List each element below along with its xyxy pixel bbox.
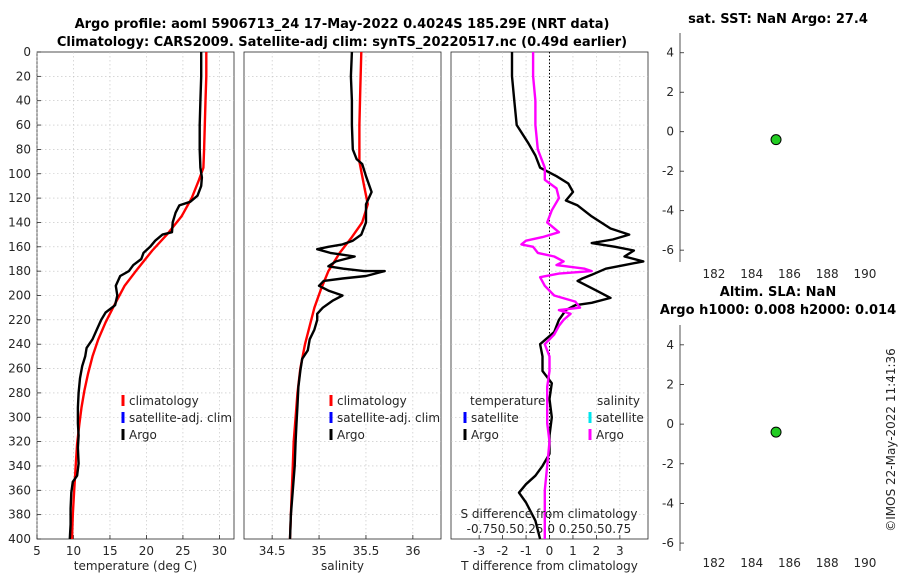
imos-watermark: ©IMOS 22-May-2022 11:41:36 [884,348,898,532]
sla-xtick-label: 186 [778,556,801,570]
salinity-legend-item: climatology [337,394,407,408]
difference-legend-title-temperature: temperature [470,394,545,408]
sst-argo-point [770,134,782,146]
temperature-xtick-label: 20 [139,544,154,558]
temperature-ytick-label: 0 [23,45,31,59]
temperature-legend-item: satellite-adj. clim [129,411,232,425]
salinity-series-argo [288,51,386,540]
salinity-xtick-label: 34.5 [259,544,286,558]
temperature-ytick-label: 100 [8,167,31,181]
salinity-xlabel: salinity [321,559,364,573]
difference-xtick-label: -2 [497,544,509,558]
difference-xlabel: T difference from climatology [460,559,638,573]
temperature-ytick-label: 240 [8,337,31,351]
sla-plot-area [680,325,880,551]
sla-xtick-label: 184 [740,556,763,570]
difference-salinity-legend-item: Argo [596,428,624,442]
sla-ytick-label: -6 [662,536,674,550]
difference-salinity-legend-item: satellite [596,411,644,425]
temperature-legend-item: Argo [129,428,157,442]
sla-ytick-label: 2 [666,377,674,391]
sla-xtick-label: 182 [703,556,726,570]
temperature-ytick-label: 380 [8,508,31,522]
difference-xtick-label: -3 [473,544,485,558]
salinity-series-climatology [288,51,369,540]
difference-xtick-label: -1 [520,544,532,558]
difference-temperature-legend-item: satellite [471,411,519,425]
salinity-xtick-label: 36 [405,544,420,558]
salinity-panel: 34.5 35 35.5 36 salinity climatology satellite… [243,51,442,573]
temperature-ytick-label: 200 [8,289,31,303]
sla-title-line2: Argo h1000: 0.008 h2000: 0.014 [660,303,896,318]
salinity-legend-item: Argo [337,428,365,442]
sst-plot-area [680,33,880,262]
sla-xtick-label: 188 [816,556,839,570]
difference-series-s-argo [520,52,593,539]
temperature-ytick-label: 320 [8,435,31,449]
sst-xtick-label: 184 [740,267,763,281]
temperature-ytick-label: 400 [8,532,31,546]
sst-panel: 4 2 0 -2 -4 -6 182 184 186 188 190 [662,33,880,281]
sla-ytick-label: 4 [666,338,674,352]
sst-title: sat. SST: NaN Argo: 27.4 [688,12,868,27]
temperature-ytick-label: 180 [8,264,31,278]
difference-top-axis-label: S difference from climatology [461,507,638,521]
sla-xtick-label: 190 [853,556,876,570]
sst-ytick-label: -2 [662,164,674,178]
difference-temperature-legend-item: Argo [471,428,499,442]
sla-ytick-label: -4 [662,496,674,510]
temperature-ytick-label: 340 [8,459,31,473]
sst-xtick-label: 188 [816,267,839,281]
difference-legend-title-salinity: salinity [597,394,640,408]
difference-top-axis-ticks: -0.750.50.25 0 0.250.50.75 [467,522,632,536]
temperature-ytick-label: 300 [8,410,31,424]
temperature-ytick-label: 80 [16,142,31,156]
temperature-series-argo [68,52,204,540]
figure-title-line1: Argo profile: aoml 5906713_24 17-May-202… [75,17,610,32]
salinity-xtick-label: 35 [311,544,326,558]
temperature-ytick-label: 220 [8,313,31,327]
sst-ytick-label: 0 [666,125,674,139]
sla-title-line1: Altim. SLA: NaN [720,285,836,300]
sst-ytick-label: 4 [666,46,674,60]
temperature-xlabel: temperature (deg C) [74,559,197,573]
temperature-ytick-label: 40 [16,94,31,108]
temperature-xtick-label: 15 [102,544,117,558]
temperature-legend-item: climatology [129,394,199,408]
temperature-xtick-label: 30 [212,544,227,558]
sst-xtick-label: 182 [703,267,726,281]
sst-xtick-label: 186 [778,267,801,281]
temperature-xtick-label: 10 [66,544,81,558]
difference-xtick-label: 2 [593,544,601,558]
sst-ytick-label: 2 [666,85,674,99]
temperature-ytick-label: 160 [8,240,31,254]
temperature-ytick-label: 280 [8,386,31,400]
difference-xtick-label: 3 [616,544,624,558]
temperature-ytick-label: 60 [16,118,31,132]
temperature-ytick-label: 140 [8,215,31,229]
difference-panel: -3 -2 -1 0 1 2 3T difference from climatology t… [450,51,649,573]
temperature-ytick-label: 360 [8,483,31,497]
sst-ytick-label: -6 [662,243,674,257]
difference-xtick-label: 0 [546,544,554,558]
temperature-xtick-label: 5 [33,544,41,558]
sst-xtick-label: 190 [853,267,876,281]
temperature-ytick-label: 120 [8,191,31,205]
temperature-xtick-label: 25 [175,544,190,558]
difference-xtick-label: 1 [569,544,577,558]
salinity-legend-item: satellite-adj. clim [337,411,440,425]
temperature-panel: 5 10 15 20 25 3002040608010012014016018020022… [8,45,235,573]
sla-argo-point [770,426,782,438]
sla-ytick-label: 0 [666,417,674,431]
temperature-ytick-label: 20 [16,69,31,83]
salinity-xtick-label: 35.5 [353,544,380,558]
sst-ytick-label: -4 [662,204,674,218]
sla-panel: 4 2 0 -2 -4 -6 182 184 186 188 190 [662,325,880,570]
temperature-ytick-label: 260 [8,362,31,376]
sla-ytick-label: -2 [662,457,674,471]
figure-title-line2: Climatology: CARS2009. Satellite-adj cli… [57,35,627,50]
